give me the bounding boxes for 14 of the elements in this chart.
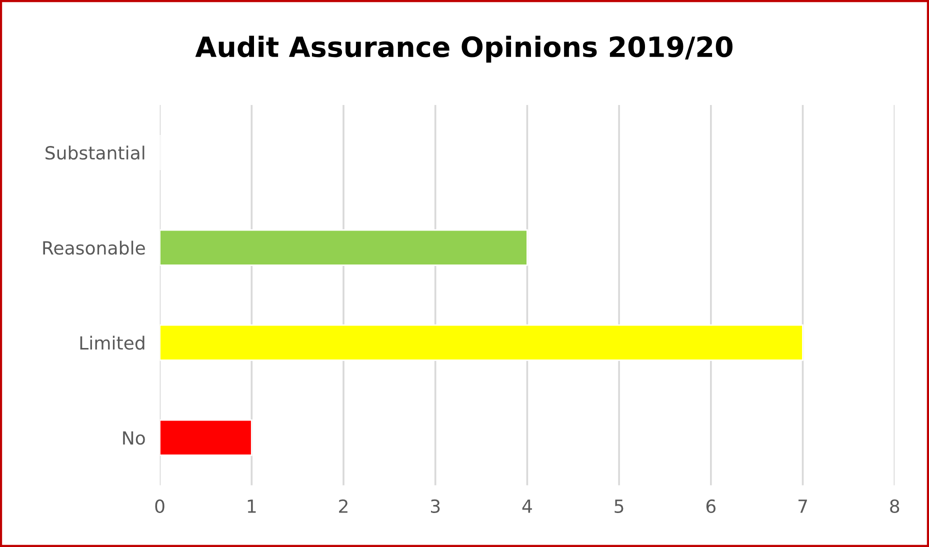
x-tick-label: 2 (339, 499, 348, 513)
x-tick-label: 0 (155, 499, 164, 514)
x-tick-label: 7 (798, 500, 807, 513)
x-tick-label: 5 (614, 500, 624, 514)
chart-title: Audit Assurance Opinions 2019/20 (195, 36, 733, 63)
y-tick-label: Substantial (46, 146, 144, 160)
x-tick-label: 6 (706, 499, 716, 514)
y-tick-label: Reasonable (43, 240, 145, 255)
y-tick-label: No (123, 431, 145, 445)
x-tick-label: 1 (248, 500, 256, 513)
x-tick-label: 3 (430, 499, 440, 514)
y-tick-label: Limited (80, 336, 144, 350)
x-tick-label: 4 (522, 500, 532, 513)
x-tick-label: 8 (890, 499, 900, 514)
